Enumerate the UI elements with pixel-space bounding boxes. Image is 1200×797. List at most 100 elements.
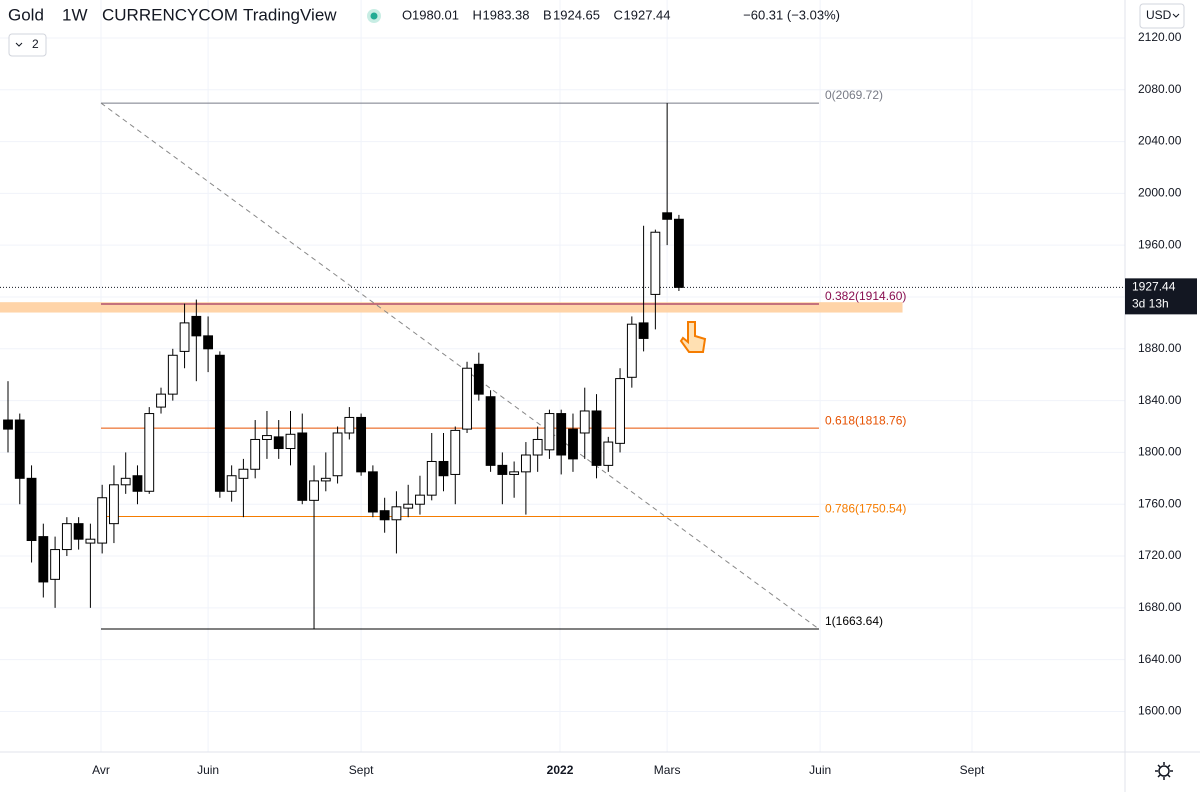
candle-body <box>85 538 96 544</box>
x-tick-label: 2022 <box>547 763 574 777</box>
fib-label: 1(1663.64) <box>825 614 883 628</box>
ohlc-value: 1983.38 <box>483 7 530 22</box>
y-tick-label: 2040.00 <box>1138 134 1182 148</box>
candle-body <box>132 475 143 492</box>
candle-body <box>650 231 661 295</box>
indicator-count: 2 <box>32 37 39 51</box>
candle-body <box>238 468 249 479</box>
hand-cursor <box>679 321 707 353</box>
candle-body <box>14 419 25 479</box>
ohlc-key: H <box>473 7 482 22</box>
indicator-toggle[interactable] <box>8 33 47 57</box>
symbol[interactable]: Gold <box>8 5 44 24</box>
candle-body <box>462 367 472 430</box>
candle-body <box>603 441 614 466</box>
candle-body <box>73 523 84 540</box>
candle-body <box>626 323 637 378</box>
y-tick-label: 2080.00 <box>1138 82 1182 96</box>
candle-body <box>120 477 131 486</box>
x-tick-label: Juin <box>809 763 831 777</box>
fib-trend-line <box>100 102 820 630</box>
fib-label: 0.618(1818.76) <box>825 413 906 427</box>
candle-body <box>450 429 461 475</box>
currency-button[interactable] <box>1139 3 1185 29</box>
x-tick-label: Sept <box>960 763 985 777</box>
y-tick-label: 1960.00 <box>1138 237 1182 251</box>
candle-body <box>579 410 590 434</box>
y-tick-label: 1600.00 <box>1138 704 1182 718</box>
candle-body <box>615 378 625 444</box>
candle-body <box>250 438 261 470</box>
ohlc-value: 1980.01 <box>412 7 459 22</box>
candle-body <box>144 413 155 492</box>
candle-body <box>662 212 673 220</box>
candle-body <box>485 396 496 466</box>
x-tick-label: Avr <box>92 763 110 777</box>
ohlc-key: O <box>402 7 412 22</box>
candle-body <box>26 477 37 541</box>
candle-body <box>638 322 649 339</box>
fib-label: 0.382(1914.60) <box>825 289 906 303</box>
candle-body <box>309 480 319 501</box>
platform: TradingView <box>243 5 337 24</box>
candle-body <box>191 315 202 337</box>
candle-body <box>473 363 484 395</box>
ohlc-key: C <box>614 7 623 22</box>
status-dot <box>370 12 378 20</box>
candle-body <box>532 438 543 456</box>
price-tag-countdown: 3d 13h <box>1132 297 1169 311</box>
price-tag <box>1125 278 1197 315</box>
candle-body <box>673 218 684 288</box>
candle-body <box>109 484 119 525</box>
candle-body <box>297 432 308 501</box>
interval[interactable]: 1W <box>62 5 88 24</box>
candle-body <box>568 428 578 460</box>
candle-body <box>332 432 343 477</box>
candle-body <box>320 477 331 482</box>
candle-body <box>415 494 425 505</box>
candle-body <box>273 436 284 450</box>
candle-body <box>426 460 437 496</box>
y-tick-label: 1720.00 <box>1138 548 1182 562</box>
candle-body <box>61 523 72 551</box>
candle-body <box>497 464 508 475</box>
price-tag-label: 1927.44 <box>1132 280 1176 294</box>
candle-body <box>226 475 237 492</box>
hand-cursor <box>679 321 707 353</box>
candle-body <box>391 506 402 521</box>
x-tick-label: Sept <box>349 763 374 777</box>
ohlc-key: B <box>543 7 552 22</box>
candle-body <box>156 393 166 408</box>
settings-icon[interactable] <box>1155 762 1173 780</box>
candle-body <box>3 419 13 430</box>
candle-body <box>520 454 531 473</box>
y-tick-label: 1680.00 <box>1138 600 1182 614</box>
x-tick-label: Juin <box>197 763 219 777</box>
fib-label: 0(2069.72) <box>825 88 883 102</box>
candle-body <box>344 416 355 434</box>
y-tick-label: 2000.00 <box>1138 186 1182 200</box>
candle-body <box>438 460 449 477</box>
candle-body <box>285 433 296 450</box>
candle-body <box>203 335 214 350</box>
chevron <box>15 42 23 47</box>
ohlc-value: 1924.65 <box>553 7 600 22</box>
candle-body <box>167 354 178 395</box>
candle-body <box>509 471 520 475</box>
y-tick-label: 1640.00 <box>1138 652 1182 666</box>
chevron <box>1172 13 1180 18</box>
source: CURRENCYCOM <box>102 5 238 24</box>
candle-body <box>50 549 60 580</box>
y-tick-label: 2120.00 <box>1138 30 1182 44</box>
candle-body <box>556 413 567 456</box>
candle-body <box>179 322 190 352</box>
y-tick-label: 1760.00 <box>1138 496 1182 510</box>
header: Gold 1W CURRENCYCOM TradingView −60.31 (… <box>8 3 1185 57</box>
candle-body <box>214 354 225 492</box>
candle-body <box>38 536 49 583</box>
candle-body <box>97 497 108 544</box>
y-tick-label: 1880.00 <box>1138 341 1182 355</box>
x-tick-label: Mars <box>654 763 681 777</box>
ohlc-value: 1927.44 <box>624 7 671 22</box>
